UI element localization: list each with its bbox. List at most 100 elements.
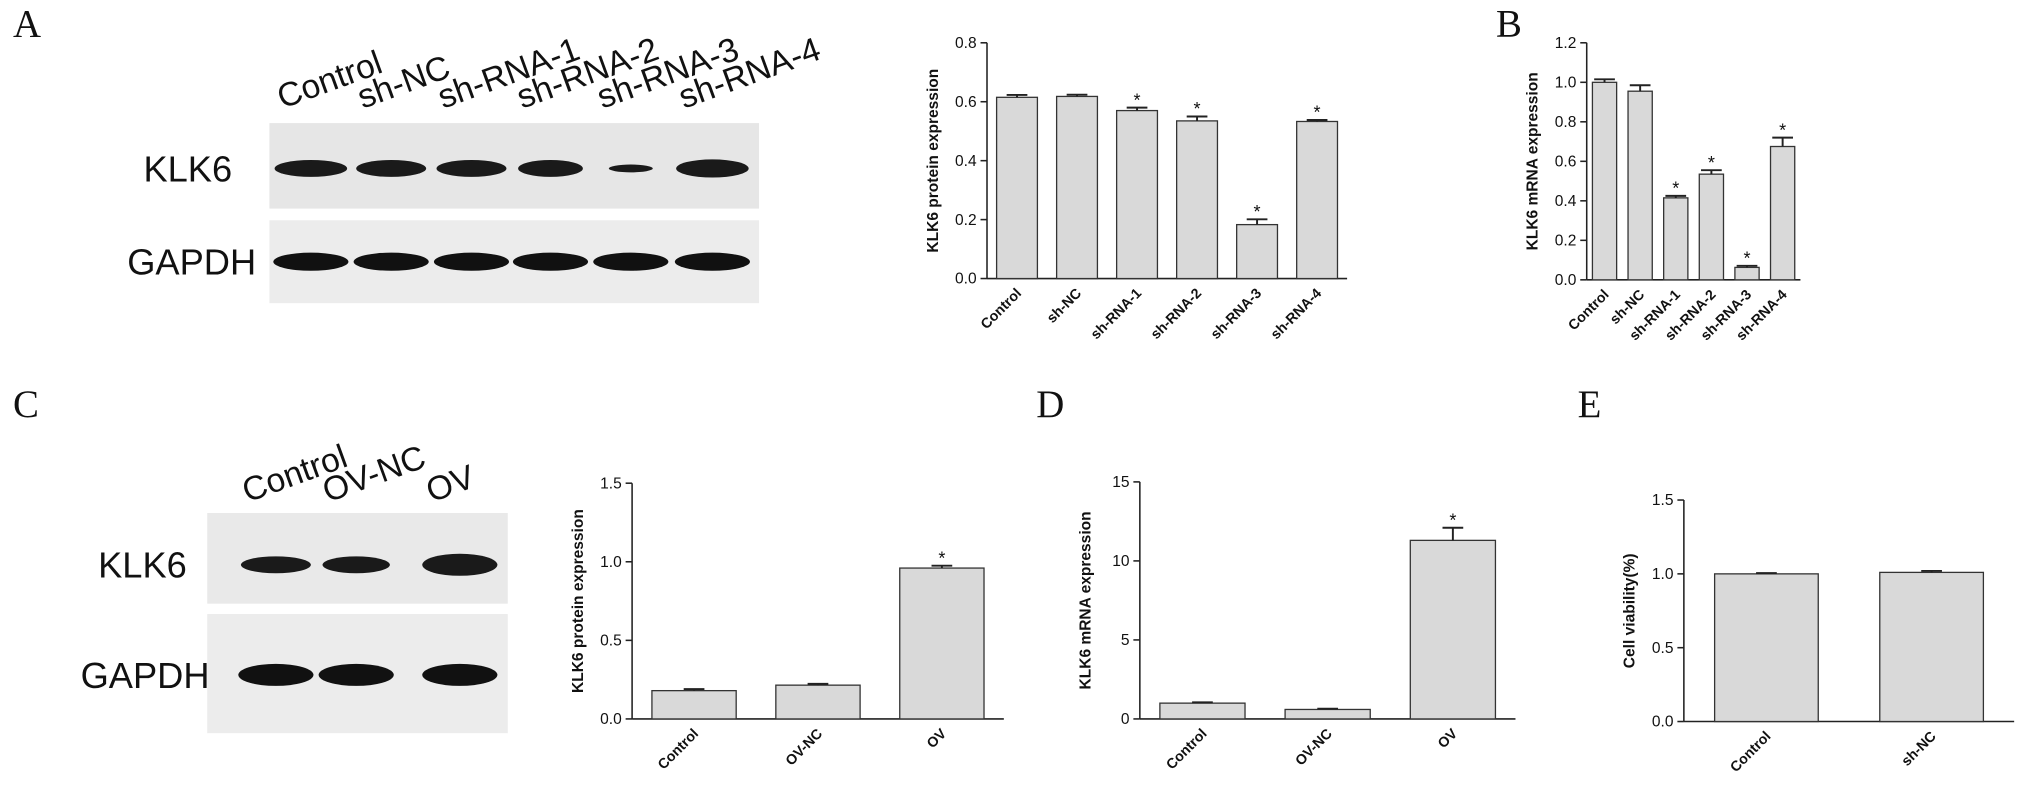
x-tick-label: sh-NC [1044, 286, 1085, 327]
y-tick-label: 0.4 [1555, 193, 1577, 210]
blot-row-label: GAPDH [81, 655, 210, 696]
lane-label: OV [421, 459, 480, 511]
significance-marker: * [1743, 249, 1750, 269]
band [274, 160, 348, 177]
error-bar [1186, 115, 1208, 121]
x-tick-label: OV-NC [783, 726, 826, 769]
error-bar [1736, 264, 1758, 268]
bar [1296, 120, 1339, 280]
bar [651, 689, 737, 720]
y-tick-label: 0.4 [955, 153, 977, 170]
band [674, 252, 750, 271]
error-bar [1629, 84, 1651, 92]
band [512, 252, 589, 271]
bar [1698, 173, 1725, 281]
bar [1055, 95, 1099, 280]
error-bar [1317, 707, 1339, 710]
y-tick-label: 1.5 [1652, 492, 1674, 509]
x-tick-label: OV-NC [1292, 726, 1335, 769]
y-tick-label: 10 [1112, 553, 1130, 570]
y-tick-label: 0.2 [1555, 233, 1577, 250]
x-tick-label: sh-RNA-1 [1088, 286, 1145, 343]
y-axis-title: KLK6 protein expression [925, 69, 942, 253]
band [318, 663, 394, 686]
y-axis-title: KLK6 protein expression [570, 509, 587, 693]
band [422, 553, 498, 576]
y-tick-label: 1.0 [1555, 74, 1577, 91]
panel-label: A [13, 2, 41, 45]
band [433, 252, 510, 271]
significance-marker: * [1449, 510, 1456, 530]
y-tick-label: 0.0 [955, 271, 977, 288]
x-tick-label: Control [655, 726, 702, 773]
significance-marker: * [1254, 202, 1261, 222]
x-tick-label: sh-RNA-3 [1208, 286, 1265, 343]
error-bar [931, 564, 953, 569]
y-tick-label: 0.0 [1652, 714, 1674, 731]
significance-marker: * [1779, 120, 1786, 140]
y-axis-title: Cell viability(%) [1622, 553, 1639, 668]
blot-row-label: GAPDH [127, 242, 256, 283]
band [353, 252, 429, 271]
y-tick-label: 1.2 [1555, 35, 1577, 52]
chart: 0.0 0.5 1.0 1.5 Cell viability(%) Control sh-N… [1622, 492, 2015, 776]
band [518, 160, 583, 177]
error-bar [1006, 93, 1028, 98]
bar [1284, 708, 1371, 720]
x-tick-label: Control [1163, 726, 1210, 773]
chart: 0.0 0.5 1.0 1.5 KLK6 protein expression Contr… [570, 475, 1004, 773]
y-tick-label: 15 [1112, 474, 1129, 491]
blot-row-label: KLK6 [98, 545, 187, 586]
significance-marker: * [938, 548, 945, 568]
bar [775, 684, 861, 720]
panel-label: B [1496, 2, 1522, 45]
band [356, 160, 427, 177]
bar [1115, 109, 1159, 280]
significance-marker: * [1314, 103, 1321, 123]
band [240, 556, 311, 574]
panel-label: D [1036, 383, 1064, 426]
bar [1159, 702, 1246, 720]
band [322, 556, 390, 574]
bar [1236, 223, 1279, 280]
bar [1176, 120, 1219, 280]
error-bar [1594, 78, 1615, 83]
y-tick-label: 1.0 [600, 554, 622, 571]
band [238, 663, 314, 686]
error-bar [1192, 701, 1213, 704]
x-tick-label: Control [1727, 729, 1774, 776]
band [273, 252, 349, 271]
chart: 0.0 0.2 0.4 0.6 0.8 KLK6 protein expression Co… [925, 35, 1348, 343]
x-tick-label: sh-RNA-2 [1148, 286, 1205, 343]
significance-marker: * [1708, 153, 1715, 173]
y-tick-label: 0.5 [1652, 640, 1674, 657]
chart: 0.0 0.2 0.4 0.6 0.8 1.0 1.2 KLK6 mRNA expressio… [1524, 35, 1801, 344]
band [676, 159, 749, 178]
significance-marker: * [1194, 99, 1201, 119]
blot-row-label: KLK6 [143, 148, 232, 189]
error-bar [1665, 194, 1687, 198]
error-bar [1772, 136, 1793, 147]
y-tick-label: 0.5 [600, 633, 622, 650]
bar [1879, 571, 1985, 723]
error-bar [1701, 169, 1722, 175]
y-tick-label: 0.8 [1555, 114, 1577, 131]
y-tick-label: 0.0 [600, 711, 622, 728]
error-bar [1246, 218, 1268, 225]
error-bar [1126, 106, 1148, 111]
x-tick-label: sh-RNA-4 [1268, 286, 1325, 343]
x-tick-label: Control [1565, 287, 1612, 334]
error-bar [1442, 526, 1464, 541]
y-tick-label: 0.0 [1555, 272, 1577, 289]
chart: 0 5 10 15 KLK6 mRNA expression Control OV-NC OV… [1078, 474, 1516, 773]
y-tick-label: 1.0 [1652, 566, 1674, 583]
y-axis-title: KLK6 mRNA expression [1524, 72, 1541, 250]
band [593, 252, 669, 271]
y-tick-label: 1.5 [600, 475, 622, 492]
error-bar [683, 688, 705, 691]
bar [1734, 266, 1760, 281]
y-tick-label: 0 [1121, 711, 1130, 728]
y-tick-label: 0.6 [955, 94, 977, 111]
